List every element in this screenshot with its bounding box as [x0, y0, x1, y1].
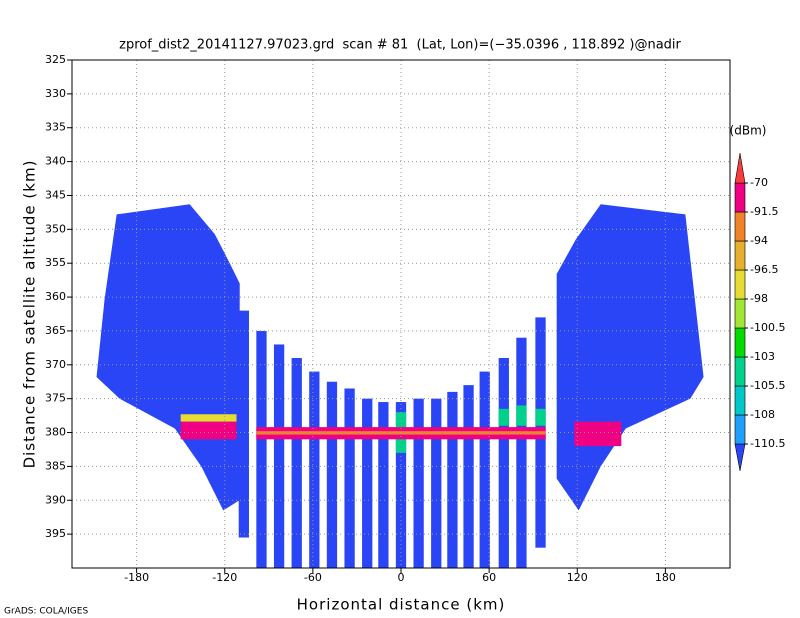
colorbar-box — [734, 385, 746, 416]
plot-frame — [71, 59, 731, 569]
y-tick-label: 340 — [45, 155, 66, 168]
colorbar-label: -98 — [750, 292, 768, 305]
shaded-cell — [413, 398, 424, 568]
shaded-cell — [180, 421, 237, 440]
credit: GrADS: COLA/IGES — [4, 607, 88, 617]
x-tick-label: 60 — [482, 571, 496, 584]
colorbar-label: -103 — [750, 350, 775, 363]
shaded-cell — [498, 358, 509, 568]
shaded-cell — [516, 337, 527, 568]
y-axis-label: Distance from satellite altitude (km) — [21, 160, 39, 469]
colorbar-label: -91.5 — [750, 205, 778, 218]
y-tick-label: 370 — [45, 358, 66, 371]
shaded-cell — [463, 385, 474, 568]
colorbar-label: -100.5 — [750, 321, 785, 334]
x-tick-label: -180 — [124, 571, 149, 584]
shaded-cell — [516, 405, 527, 426]
colorbar-triangle — [734, 152, 746, 184]
y-tick-label: 390 — [45, 493, 66, 506]
colorbar-box — [734, 356, 746, 387]
colorbar-box — [734, 240, 746, 271]
shaded-cell — [326, 381, 338, 568]
y-tick-label: 330 — [45, 87, 66, 100]
y-tick-label: 355 — [45, 256, 66, 269]
colorbar-label: -108 — [750, 408, 775, 421]
shaded-cell — [309, 371, 320, 568]
colorbar-box — [734, 182, 746, 213]
shaded-cell — [238, 310, 249, 538]
x-axis-label: Horizontal distance (km) — [297, 596, 506, 614]
y-tick-label: 345 — [45, 188, 66, 201]
colorbar-box — [734, 211, 746, 242]
shaded-cell — [344, 388, 355, 568]
colorbar-box — [734, 298, 746, 329]
colorbar-box — [734, 327, 746, 358]
y-tick-label: 375 — [45, 392, 66, 405]
chart-title: zprof_dist2_20141127.97023.grd scan # 81… — [119, 38, 681, 53]
y-tick-label: 385 — [45, 459, 66, 472]
y-tick-label: 335 — [45, 121, 66, 134]
shaded-cell — [479, 371, 490, 568]
shaded-cell — [498, 408, 509, 426]
colorbar-label: -70 — [750, 176, 768, 189]
colorbar-box — [734, 414, 746, 445]
shaded-cell — [256, 330, 267, 568]
shaded-cell — [395, 402, 407, 568]
colorbar-label: -105.5 — [750, 379, 785, 392]
x-tick-label: 180 — [655, 571, 676, 584]
shaded-cell — [378, 402, 389, 568]
colorbar-label: -94 — [750, 234, 768, 247]
x-tick-label: -60 — [304, 571, 322, 584]
shaded-cell — [362, 398, 373, 568]
shaded-cell — [273, 344, 285, 568]
shaded-cell — [431, 398, 442, 568]
y-tick-label: 360 — [45, 290, 66, 303]
shaded-cell — [180, 414, 237, 422]
shaded-cell — [574, 421, 622, 447]
y-tick-label: 365 — [45, 324, 66, 337]
colorbar-label: -110.5 — [750, 437, 785, 450]
colorbar-label: -96.5 — [750, 263, 778, 276]
x-tick-label: -120 — [212, 571, 237, 584]
x-tick-label: 120 — [567, 571, 588, 584]
y-tick-label: 380 — [45, 426, 66, 439]
colorbar-box — [734, 269, 746, 300]
colorbar-unit: (dBm) — [730, 124, 767, 138]
x-tick-label: 0 — [398, 571, 405, 584]
shaded-cell — [535, 408, 546, 426]
y-tick-label: 395 — [45, 527, 66, 540]
shaded-cell — [447, 391, 458, 568]
shaded-cell — [291, 358, 302, 568]
y-tick-label: 325 — [45, 53, 66, 66]
y-tick-label: 350 — [45, 222, 66, 235]
